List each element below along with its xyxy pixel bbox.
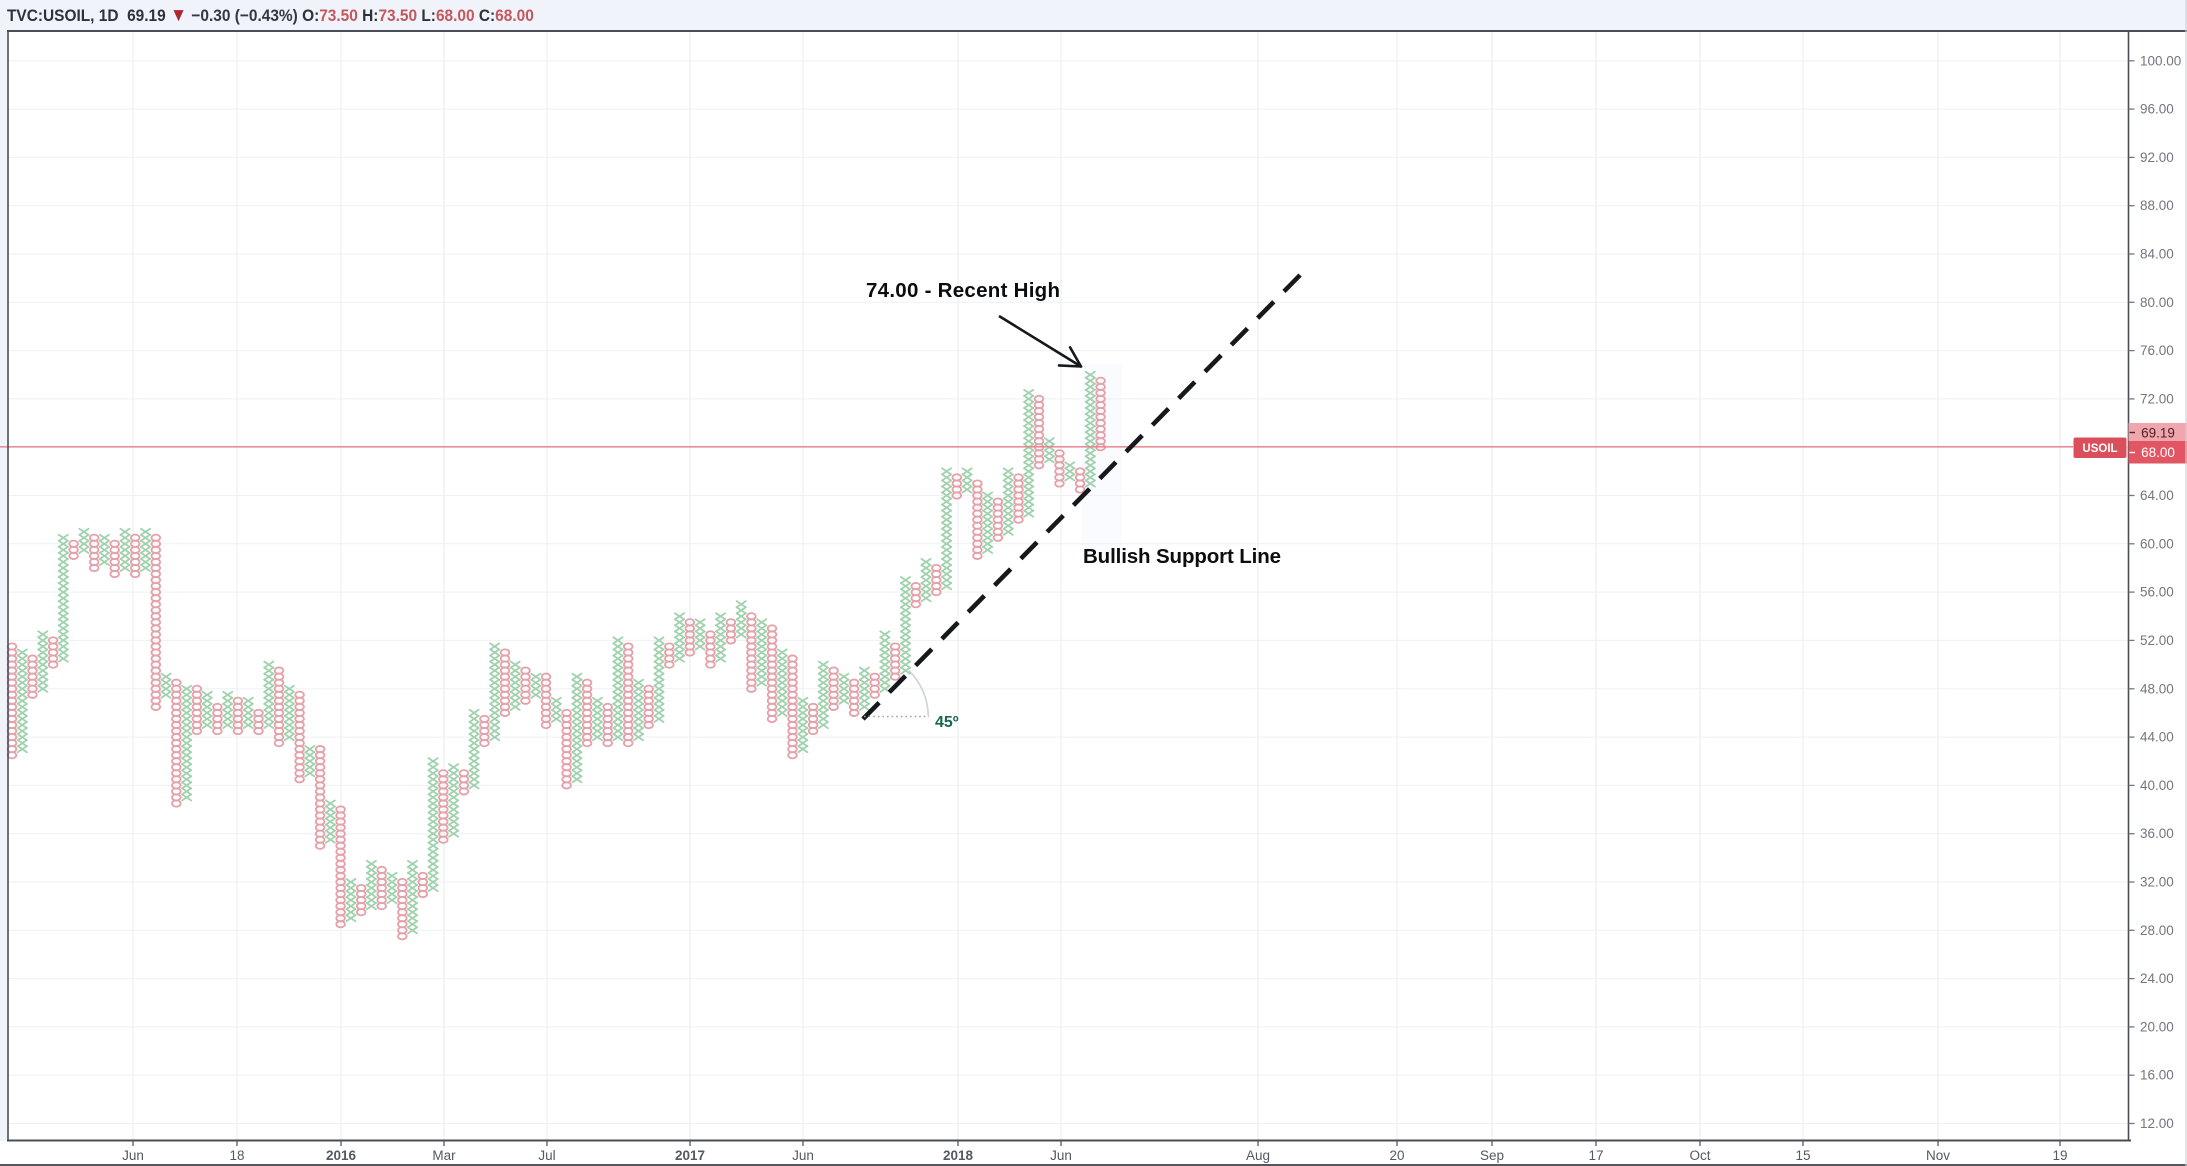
svg-text:18: 18	[229, 1148, 244, 1163]
svg-text:48.00: 48.00	[2140, 681, 2174, 696]
svg-text:20: 20	[1389, 1148, 1404, 1163]
svg-text:68.00: 68.00	[2141, 445, 2175, 460]
svg-text:Jun: Jun	[792, 1148, 814, 1163]
svg-text:72.00: 72.00	[2140, 391, 2174, 406]
svg-text:12.00: 12.00	[2140, 1116, 2174, 1131]
svg-text:52.00: 52.00	[2140, 633, 2174, 648]
svg-text:64.00: 64.00	[2140, 488, 2174, 503]
svg-text:92.00: 92.00	[2140, 150, 2174, 165]
svg-text:Mar: Mar	[432, 1148, 456, 1163]
svg-text:76.00: 76.00	[2140, 343, 2174, 358]
svg-text:Sep: Sep	[1480, 1148, 1504, 1163]
svg-text:16.00: 16.00	[2140, 1068, 2174, 1083]
svg-text:74.00 - Recent High: 74.00 - Recent High	[866, 279, 1060, 302]
svg-text:USOIL: USOIL	[2082, 443, 2117, 455]
svg-text:15: 15	[1795, 1148, 1810, 1163]
svg-text:Bullish Support Line: Bullish Support Line	[1083, 545, 1281, 568]
svg-text:80.00: 80.00	[2140, 295, 2174, 310]
svg-text:44.00: 44.00	[2140, 730, 2174, 745]
svg-text:96.00: 96.00	[2140, 102, 2174, 117]
svg-text:69.19: 69.19	[2141, 426, 2175, 441]
svg-text:45º: 45º	[935, 714, 959, 731]
svg-text:Jul: Jul	[538, 1148, 555, 1163]
svg-text:36.00: 36.00	[2140, 826, 2174, 841]
svg-text:2016: 2016	[326, 1148, 357, 1163]
svg-text:40.00: 40.00	[2140, 778, 2174, 793]
svg-text:Oct: Oct	[1689, 1148, 1710, 1163]
svg-text:2017: 2017	[675, 1148, 705, 1163]
svg-text:20.00: 20.00	[2140, 1019, 2174, 1034]
svg-text:100.00: 100.00	[2140, 53, 2181, 68]
svg-text:2018: 2018	[943, 1148, 974, 1163]
svg-text:Jun: Jun	[122, 1148, 144, 1163]
svg-text:56.00: 56.00	[2140, 585, 2174, 600]
svg-text:17: 17	[1588, 1148, 1603, 1163]
svg-text:24.00: 24.00	[2140, 971, 2174, 986]
svg-text:88.00: 88.00	[2140, 198, 2174, 213]
svg-text:Jun: Jun	[1050, 1148, 1072, 1163]
svg-text:19: 19	[2052, 1148, 2067, 1163]
svg-text:60.00: 60.00	[2140, 536, 2174, 551]
svg-text:84.00: 84.00	[2140, 247, 2174, 262]
svg-text:Nov: Nov	[1926, 1148, 1950, 1163]
svg-text:28.00: 28.00	[2140, 923, 2174, 938]
svg-text:Aug: Aug	[1246, 1148, 1270, 1163]
svg-text:32.00: 32.00	[2140, 875, 2174, 890]
